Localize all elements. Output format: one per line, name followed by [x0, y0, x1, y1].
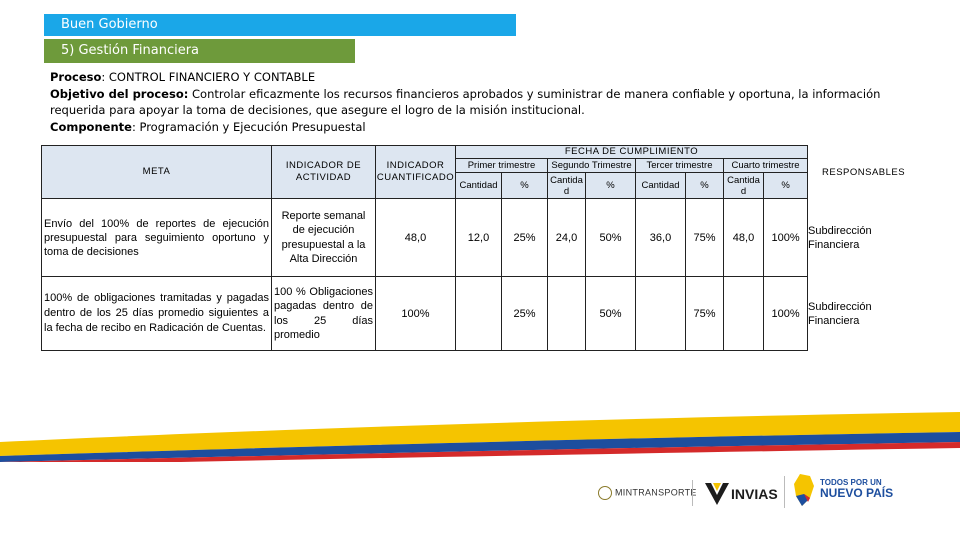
cuantificado-cell: 100%	[375, 276, 456, 351]
q-cell: 25%	[501, 276, 548, 351]
header-pct: %	[585, 172, 636, 199]
indicador-cell: 100 % Obligaciones pagadas dentro de los…	[271, 276, 376, 351]
header-pct: %	[762, 172, 809, 199]
header-responsables: RESPONSABLES	[822, 167, 906, 178]
meta-cell: Envío del 100% de reportes de ejecución …	[41, 198, 272, 277]
q-cell: 100%	[762, 198, 809, 277]
process-intro: Proceso: CONTROL FINANCIERO Y CONTABLE O…	[50, 69, 930, 135]
responsable-cell: Subdirección Financiera	[808, 225, 872, 251]
header-cantidad: Cantidad	[635, 172, 686, 199]
logo-line1: TODOS POR UN	[820, 478, 882, 487]
header-q4: Cuarto trimestre	[722, 158, 809, 173]
coat-of-arms-icon	[598, 486, 612, 500]
header-q1: Primer trimestre	[455, 158, 548, 173]
section-banner: Buen Gobierno	[44, 14, 516, 36]
logo-divider	[692, 480, 693, 506]
table-row: Envío del 100% de reportes de ejecución …	[41, 198, 809, 277]
header-cantidad: Cantida d	[723, 172, 764, 199]
mintransporte-text: MINTRANSPORTE	[615, 487, 697, 498]
logo-line2: NUEVO PAÍS	[820, 486, 894, 500]
component-label: Componente	[50, 119, 132, 134]
header-pct: %	[685, 172, 724, 199]
section-title: Buen Gobierno	[61, 17, 158, 32]
header-indicador-cuantificado: INDICADOR CUANTIFICADO	[375, 145, 456, 199]
q-cell	[455, 276, 502, 351]
flag-stripe	[0, 412, 960, 462]
subsection-title: 5) Gestión Financiera	[61, 43, 200, 58]
meta-cell: 100% de obligaciones tramitadas y pagada…	[41, 276, 272, 351]
component-line: Componente: Programación y Ejecución Pre…	[50, 119, 930, 136]
invias-text: INVIAS	[731, 486, 778, 502]
process-value: : CONTROL FINANCIERO Y CONTABLE	[101, 70, 316, 84]
q-cell	[723, 276, 764, 351]
header-cantidad: Cantida d	[547, 172, 586, 199]
cuantificado-cell: 48,0	[375, 198, 456, 277]
q-cell: 24,0	[547, 198, 586, 277]
component-value: : Programación y Ejecución Presupuestal	[131, 119, 366, 134]
objective-line: Objetivo del proceso: Controlar eficazme…	[50, 86, 930, 119]
header-pct: %	[501, 172, 548, 199]
table-row: 100% de obligaciones tramitadas y pagada…	[41, 276, 809, 351]
q-cell: 36,0	[635, 198, 686, 277]
q-cell: 12,0	[455, 198, 502, 277]
header-fecha: FECHA DE CUMPLIMIENTO	[454, 145, 809, 159]
indicador-cell: Reporte semanal de ejecución presupuesta…	[271, 198, 376, 277]
process-label: Proceso	[50, 70, 102, 84]
header-cantidad: Cantidad	[455, 172, 502, 199]
q-cell	[547, 276, 586, 351]
invias-logo: INVIAS	[703, 481, 778, 507]
goals-table: META INDICADOR DE ACTIVIDAD INDICADOR CU…	[41, 145, 809, 351]
mintransporte-logo: MINTRANSPORTE	[598, 486, 697, 500]
objective-label: Objetivo del proceso:	[50, 86, 189, 101]
q-cell: 25%	[501, 198, 548, 277]
objective-value: Controlar eficazmente los recursos finan…	[50, 86, 881, 118]
q-cell: 75%	[685, 276, 724, 351]
q-cell: 75%	[685, 198, 724, 277]
header-q2: Segundo Trimestre	[547, 158, 636, 173]
logo-divider	[784, 476, 785, 508]
q-cell: 50%	[585, 276, 636, 351]
header-indicador-actividad: INDICADOR DE ACTIVIDAD	[271, 145, 376, 199]
header-meta: META	[41, 145, 272, 199]
header-q3: Tercer trimestre	[635, 158, 724, 173]
q-cell: 48,0	[723, 198, 764, 277]
colombia-map-icon	[794, 474, 814, 506]
process-line: Proceso: CONTROL FINANCIERO Y CONTABLE	[50, 69, 930, 86]
q-cell	[635, 276, 686, 351]
subsection-banner: 5) Gestión Financiera	[44, 39, 355, 63]
q-cell: 100%	[762, 276, 809, 351]
q-cell: 50%	[585, 198, 636, 277]
responsable-cell: Subdirección Financiera	[808, 301, 872, 327]
invias-icon	[705, 483, 729, 505]
